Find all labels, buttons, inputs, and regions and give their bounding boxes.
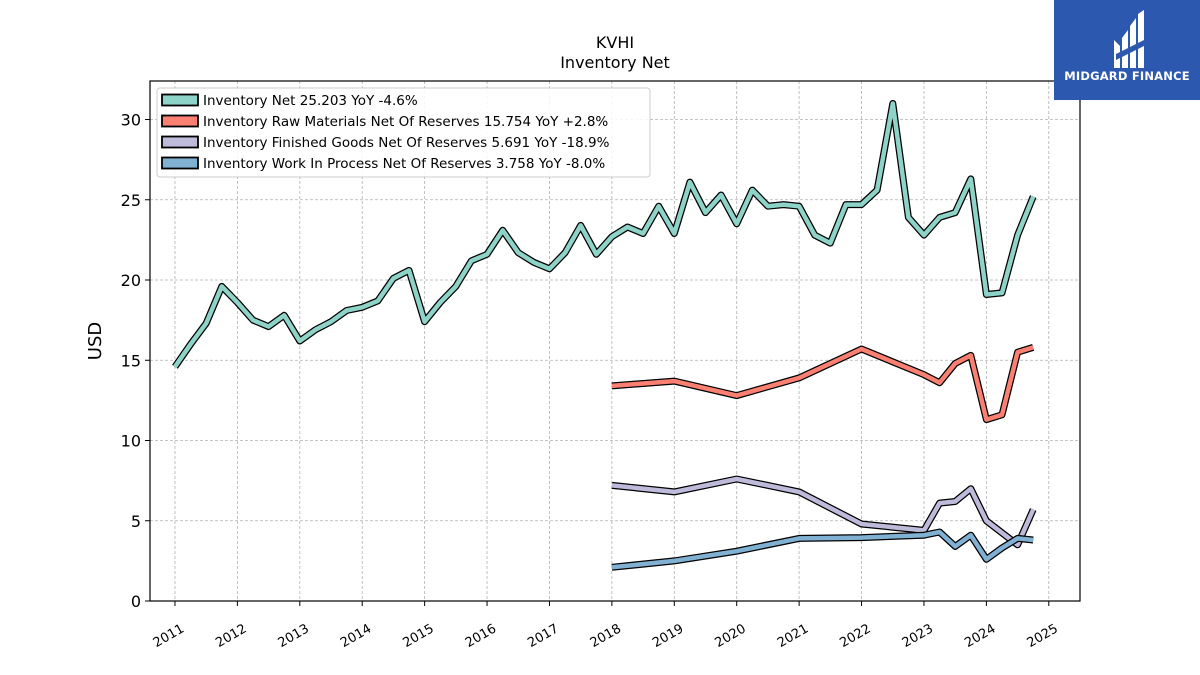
x-tick-label: 2011 <box>151 621 187 651</box>
y-tick-label: 20 <box>121 271 141 290</box>
x-tick-label: 2025 <box>1025 621 1061 651</box>
x-tick-label: 2017 <box>525 621 561 651</box>
legend-label: Inventory Finished Goods Net Of Reserves… <box>203 135 610 151</box>
logo-mark-icon <box>1114 10 1144 68</box>
legend-label: Inventory Work In Process Net Of Reserve… <box>203 156 605 172</box>
legend-swatch <box>161 156 199 170</box>
x-tick-label: 2021 <box>775 621 811 651</box>
y-tick-label: 25 <box>121 191 141 210</box>
y-axis-label: USD <box>85 322 106 360</box>
series-line <box>173 101 1036 368</box>
x-tick-label: 2012 <box>213 621 249 651</box>
y-tick-label: 10 <box>121 432 141 451</box>
brand-logo: MIDGARD FINANCE <box>1054 0 1200 100</box>
series-line <box>611 529 1034 570</box>
x-tick-label: 2019 <box>650 621 686 651</box>
x-tick-label: 2018 <box>588 621 624 651</box>
chart-subtitle: Inventory Net <box>560 53 670 72</box>
legend-swatch <box>161 135 199 149</box>
y-tick-label: 5 <box>131 512 141 531</box>
y-tick-label: 0 <box>131 592 141 611</box>
x-tick-label: 2014 <box>338 621 374 651</box>
plot-frame <box>149 80 1081 602</box>
y-tick-label: 15 <box>121 351 141 370</box>
legend-label: Inventory Raw Materials Net Of Reserves … <box>203 114 608 130</box>
x-tick-label: 2022 <box>837 621 873 651</box>
legend-label: Inventory Net 25.203 YoY -4.6% <box>203 93 418 109</box>
chart-title: KVHI <box>596 33 634 52</box>
x-tick-label: 2023 <box>900 621 936 651</box>
legend-swatch <box>161 93 199 107</box>
x-tick-label: 2013 <box>276 621 312 651</box>
legend-box <box>156 87 651 178</box>
series-line <box>611 476 1036 548</box>
logo-text: MIDGARD FINANCE <box>1064 69 1190 83</box>
x-tick-label: 2016 <box>463 621 499 651</box>
x-tick-label: 2015 <box>400 621 436 651</box>
x-tick-label: 2024 <box>962 621 998 651</box>
legend-swatch <box>161 114 199 128</box>
x-tick-label: 2020 <box>713 621 749 651</box>
series-line <box>611 345 1034 422</box>
y-tick-label: 30 <box>121 111 141 130</box>
